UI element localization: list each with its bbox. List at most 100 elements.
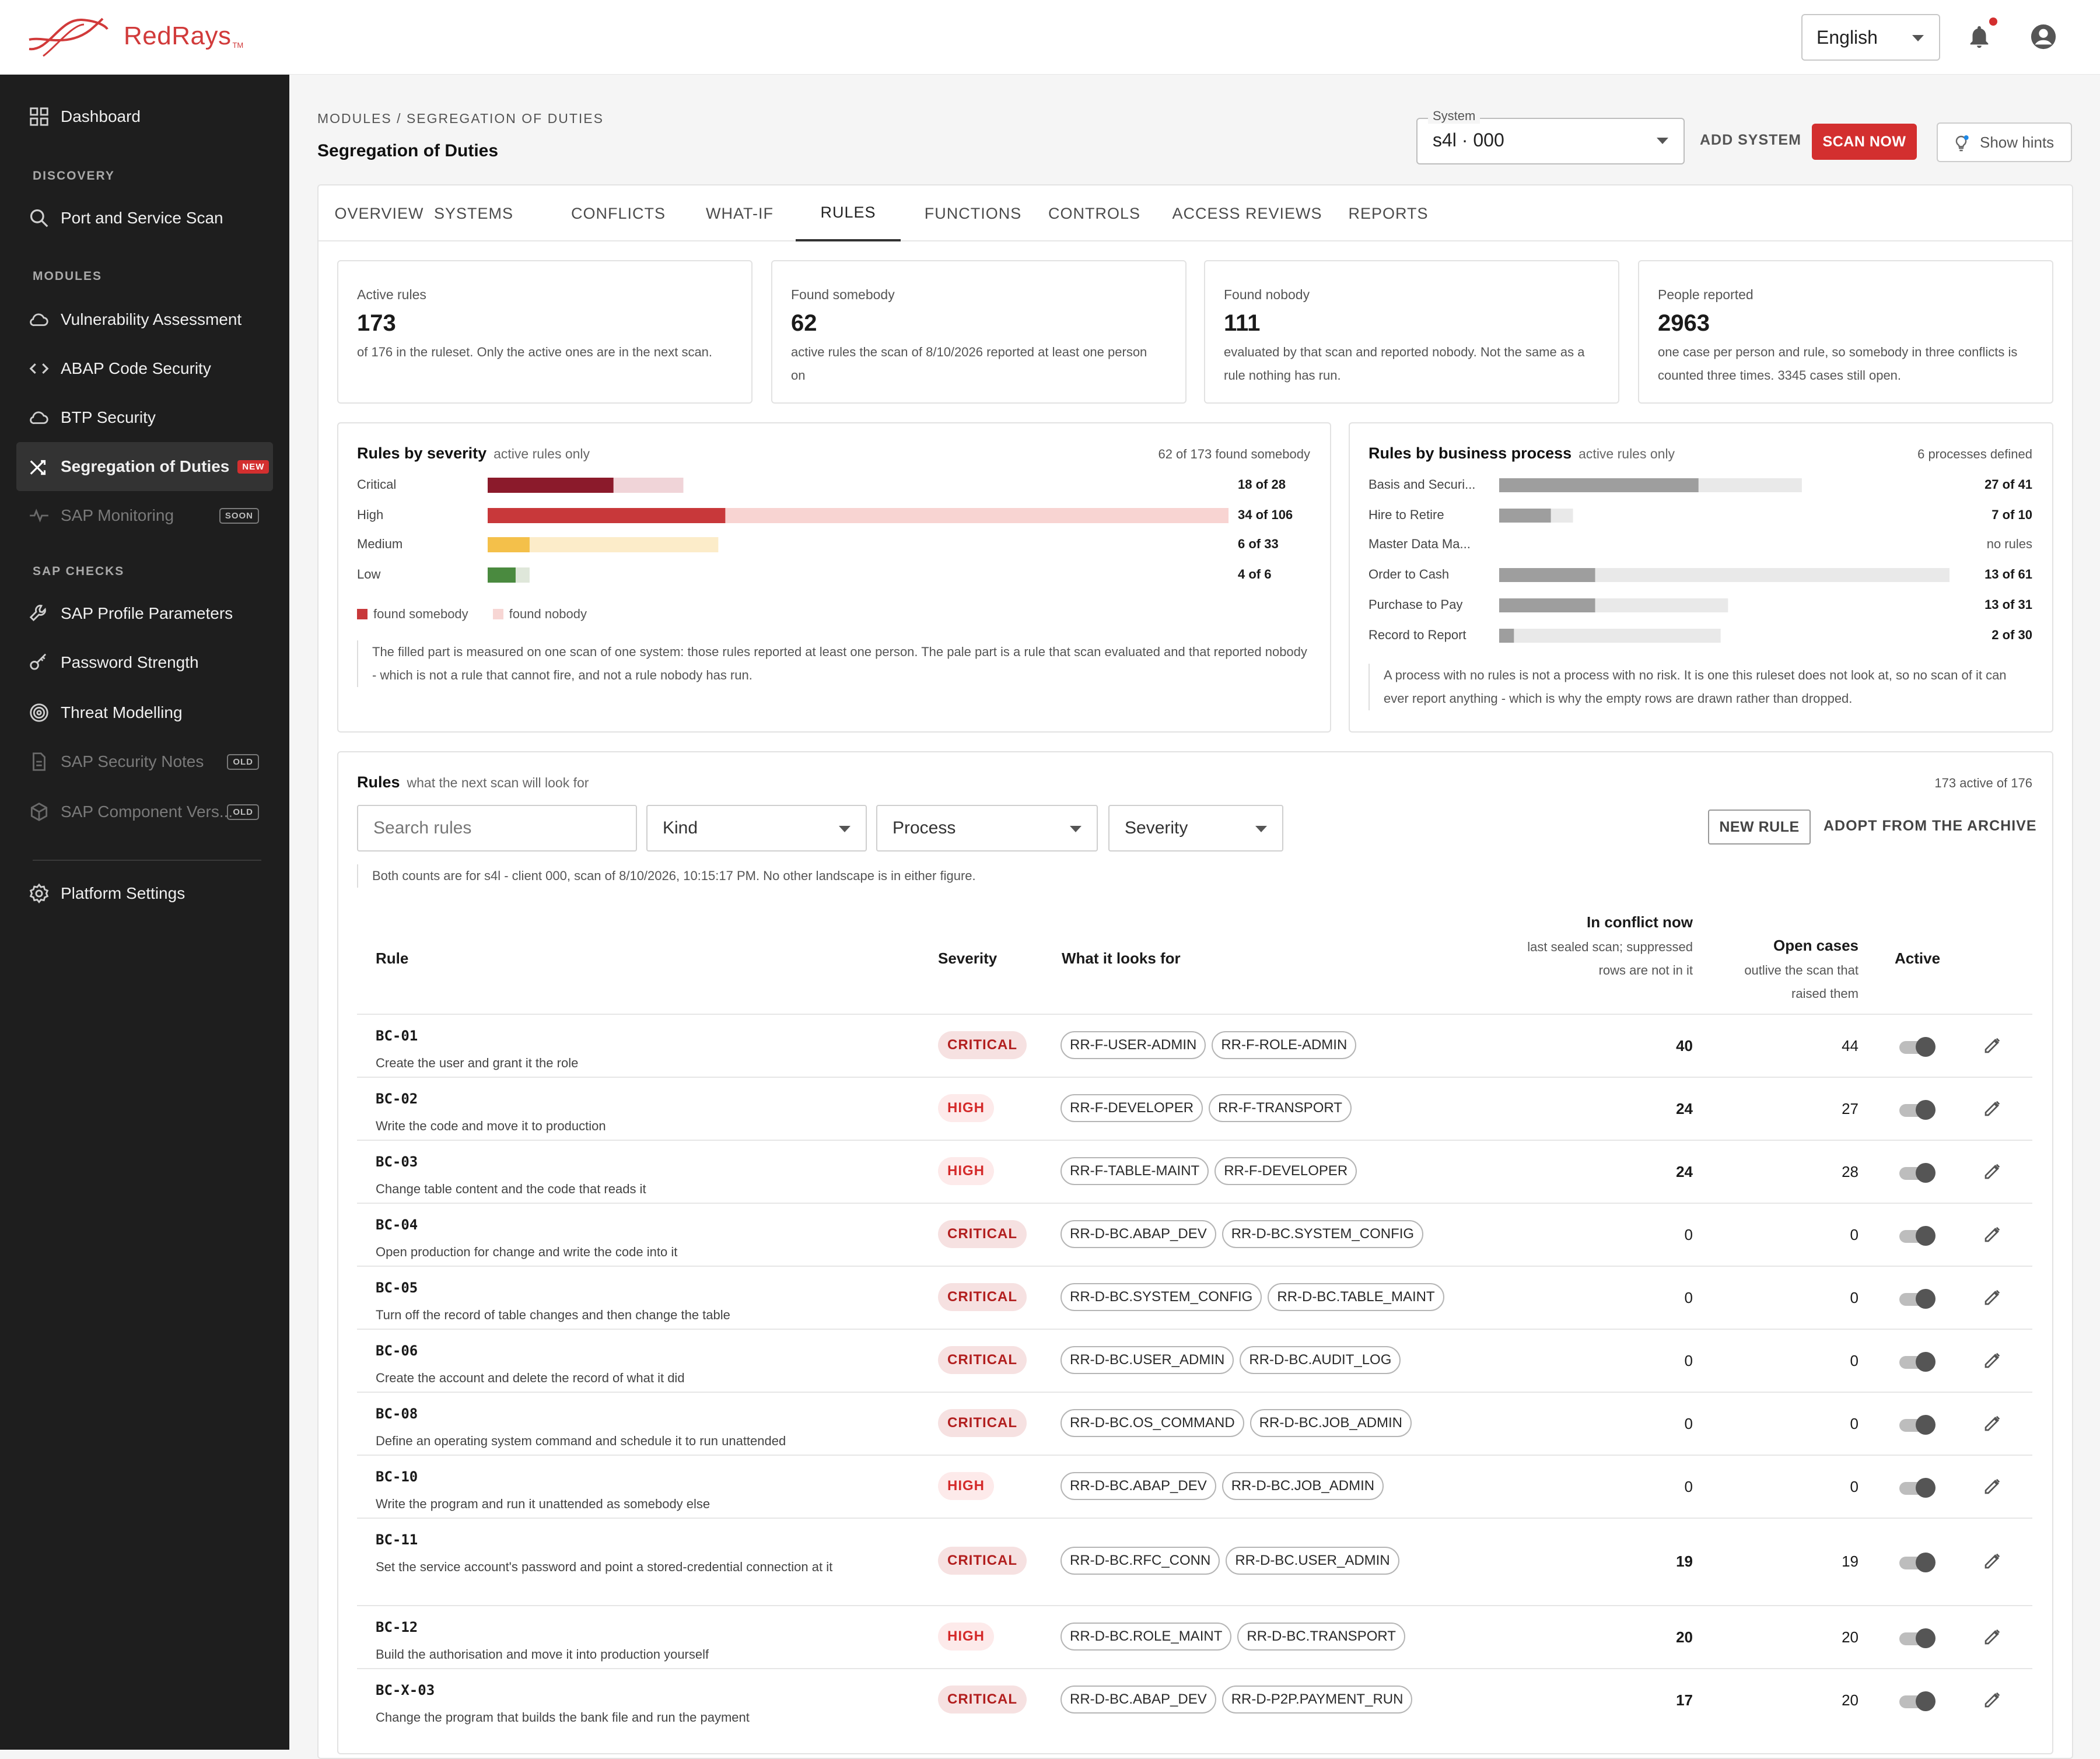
function-chip[interactable]: RR-D-BC.ABAP_DEV <box>1060 1472 1216 1500</box>
edit-pencil-icon[interactable] <box>1982 1476 2003 1497</box>
scan-now-button[interactable]: SCAN NOW <box>1812 124 1917 160</box>
edit-pencil-icon[interactable] <box>1982 1550 2003 1571</box>
function-chip[interactable]: RR-D-BC.AUDIT_LOG <box>1240 1346 1401 1374</box>
process-subtitle: active rules only <box>1578 446 1675 461</box>
in-conflict-count: 19 <box>1676 1553 1693 1570</box>
sidebar-item-platform-settings[interactable]: Platform Settings <box>16 869 273 918</box>
sidebar-item-dashboard[interactable]: Dashboard <box>16 92 273 141</box>
function-chip[interactable]: RR-D-BC.TRANSPORT <box>1237 1623 1405 1651</box>
active-toggle[interactable] <box>1899 1352 1936 1372</box>
table-row[interactable]: BC-10 Write the program and run it unatte… <box>357 1455 2032 1518</box>
active-toggle[interactable] <box>1899 1289 1936 1309</box>
table-row[interactable]: BC-02 Write the code and move it to produ… <box>357 1077 2032 1140</box>
tab-conflicts[interactable]: CONFLICTS <box>570 204 666 222</box>
tab-functions[interactable]: FUNCTIONS <box>924 204 1022 222</box>
sidebar-item-vulnerability[interactable]: Vulnerability Assessment <box>16 295 273 344</box>
edit-pencil-icon[interactable] <box>1982 1413 2003 1434</box>
function-chip[interactable]: RR-D-P2P.PAYMENT_RUN <box>1222 1686 1413 1714</box>
severity-filter-select[interactable]: Severity <box>1108 805 1283 852</box>
edit-pencil-icon[interactable] <box>1982 1161 2003 1182</box>
function-chip[interactable]: RR-D-BC.OS_COMMAND <box>1060 1409 1244 1437</box>
sidebar-item-security-notes[interactable]: SAP Security Notes OLD <box>16 737 273 786</box>
tab-access-reviews[interactable]: ACCESS REVIEWS <box>1172 204 1322 222</box>
function-chip[interactable]: RR-D-BC.SYSTEM_CONFIG <box>1060 1283 1262 1311</box>
function-chip[interactable]: RR-D-BC.ABAP_DEV <box>1060 1686 1216 1714</box>
function-chip[interactable]: RR-F-ROLE-ADMIN <box>1212 1031 1357 1059</box>
edit-pencil-icon[interactable] <box>1982 1035 2003 1056</box>
tab-rules[interactable]: RULES <box>796 185 901 241</box>
edit-pencil-icon[interactable] <box>1982 1626 2003 1647</box>
function-chip[interactable]: RR-D-BC.SYSTEM_CONFIG <box>1222 1220 1424 1248</box>
table-row[interactable]: BC-08 Define an operating system command … <box>357 1392 2032 1455</box>
column-header-open[interactable]: Open cases <box>1773 937 1859 954</box>
table-row[interactable]: BC-01 Create the user and grant it the ro… <box>357 1014 2032 1077</box>
tab-overview[interactable]: OVERVIEW <box>334 204 424 222</box>
function-chip[interactable]: RR-D-BC.USER_ADMIN <box>1226 1547 1399 1575</box>
process-filter-select[interactable]: Process <box>876 805 1098 852</box>
function-chip[interactable]: RR-D-BC.ABAP_DEV <box>1060 1220 1216 1248</box>
edit-pencil-icon[interactable] <box>1982 1287 2003 1308</box>
table-row[interactable]: BC-06 Create the account and delete the r… <box>357 1329 2032 1392</box>
column-header-severity[interactable]: Severity <box>938 949 998 967</box>
column-header-looks-for[interactable]: What it looks for <box>1062 949 1181 967</box>
function-chip[interactable]: RR-D-BC.JOB_ADMIN <box>1222 1472 1384 1500</box>
tab-reports[interactable]: REPORTS <box>1348 204 1429 222</box>
function-chip[interactable]: RR-F-TRANSPORT <box>1209 1094 1352 1122</box>
sidebar-item-component-versions[interactable]: SAP Component Vers... OLD <box>16 787 273 836</box>
add-system-button[interactable]: ADD SYSTEM <box>1700 132 1801 148</box>
function-chip[interactable]: RR-D-BC.USER_ADMIN <box>1060 1346 1234 1374</box>
account-icon[interactable] <box>2030 23 2057 50</box>
active-toggle[interactable] <box>1899 1478 1936 1498</box>
edit-pencil-icon[interactable] <box>1982 1350 2003 1371</box>
stat-value: 62 <box>791 310 817 336</box>
function-chip[interactable]: RR-F-DEVELOPER <box>1214 1157 1357 1185</box>
language-select[interactable]: English <box>1801 14 1940 61</box>
search-rules-input[interactable]: Search rules <box>357 805 637 852</box>
function-chip[interactable]: RR-F-DEVELOPER <box>1060 1094 1203 1122</box>
new-rule-button[interactable]: NEW RULE <box>1708 810 1811 845</box>
sidebar-item-profile-params[interactable]: SAP Profile Parameters <box>16 589 273 638</box>
function-chip[interactable]: RR-D-BC.TABLE_MAINT <box>1268 1283 1444 1311</box>
sidebar-item-threat[interactable]: Threat Modelling <box>16 688 273 737</box>
column-header-conflict[interactable]: In conflict now <box>1587 913 1693 931</box>
column-header-rule[interactable]: Rule <box>376 949 409 967</box>
active-toggle[interactable] <box>1899 1553 1936 1572</box>
table-row[interactable]: BC-12 Build the authorisation and move it… <box>357 1605 2032 1668</box>
edit-pencil-icon[interactable] <box>1982 1098 2003 1119</box>
sidebar-item-abap[interactable]: ABAP Code Security <box>16 344 273 393</box>
table-row[interactable]: BC-11 Set the service account's password … <box>357 1518 2032 1605</box>
function-chip[interactable]: RR-F-USER-ADMIN <box>1060 1031 1206 1059</box>
breadcrumb[interactable]: MODULES / SEGREGATION OF DUTIES <box>317 111 604 126</box>
bar-found-somebody <box>488 537 530 552</box>
tab-what-if[interactable]: WHAT-IF <box>706 204 774 222</box>
table-row[interactable]: BC-04 Open production for change and writ… <box>357 1203 2032 1266</box>
sidebar-item-sod[interactable]: Segregation of Duties NEW <box>16 442 273 491</box>
sidebar-item-password[interactable]: Password Strength <box>16 638 273 687</box>
function-chip[interactable]: RR-D-BC.ROLE_MAINT <box>1060 1623 1232 1651</box>
active-toggle[interactable] <box>1899 1415 1936 1435</box>
notification-bell-icon[interactable] <box>1966 23 1993 50</box>
tab-systems[interactable]: SYSTEMS <box>433 204 514 222</box>
active-toggle[interactable] <box>1899 1100 1936 1120</box>
sidebar-item-btp[interactable]: BTP Security <box>16 393 273 442</box>
edit-pencil-icon[interactable] <box>1982 1689 2003 1710</box>
tab-controls[interactable]: CONTROLS <box>1048 204 1141 222</box>
table-row[interactable]: BC-X-03 Change the program that builds th… <box>357 1668 2032 1731</box>
active-toggle[interactable] <box>1899 1163 1936 1183</box>
system-select[interactable] <box>1416 118 1685 164</box>
active-toggle[interactable] <box>1899 1628 1936 1648</box>
kind-filter-select[interactable]: Kind <box>646 805 867 852</box>
show-hints-button[interactable]: Show hints <box>1937 122 2072 162</box>
active-toggle[interactable] <box>1899 1037 1936 1057</box>
active-toggle[interactable] <box>1899 1226 1936 1246</box>
function-chip[interactable]: RR-D-BC.JOB_ADMIN <box>1250 1409 1412 1437</box>
redrays-logo[interactable]: RedRays TM <box>26 13 243 59</box>
table-row[interactable]: BC-05 Turn off the record of table change… <box>357 1266 2032 1329</box>
adopt-from-archive-button[interactable]: ADOPT FROM THE ARCHIVE <box>1824 818 2037 834</box>
table-row[interactable]: BC-03 Change table content and the code t… <box>357 1140 2032 1203</box>
function-chip[interactable]: RR-D-BC.RFC_CONN <box>1060 1547 1220 1575</box>
sidebar-item-port-scan[interactable]: Port and Service Scan <box>16 194 273 243</box>
function-chip[interactable]: RR-F-TABLE-MAINT <box>1060 1157 1209 1185</box>
edit-pencil-icon[interactable] <box>1982 1224 2003 1245</box>
active-toggle[interactable] <box>1899 1691 1936 1711</box>
